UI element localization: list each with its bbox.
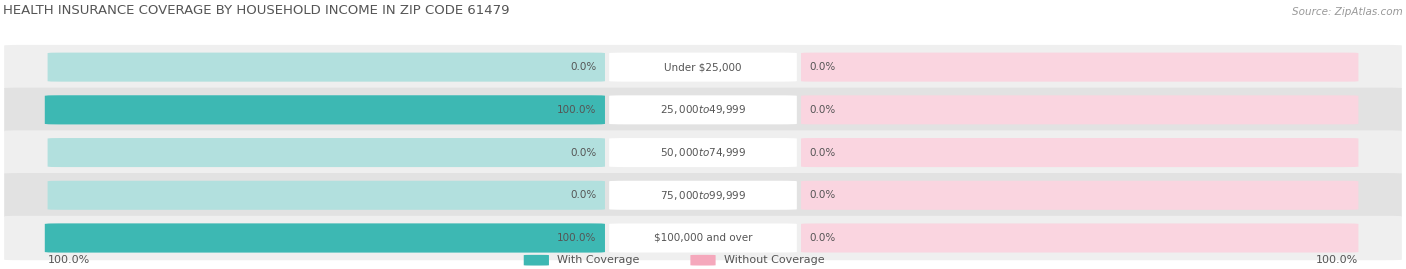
FancyBboxPatch shape — [4, 45, 1402, 89]
Text: 0.0%: 0.0% — [810, 105, 835, 115]
Text: Source: ZipAtlas.com: Source: ZipAtlas.com — [1292, 7, 1403, 17]
FancyBboxPatch shape — [801, 224, 1358, 253]
Text: 100.0%: 100.0% — [48, 255, 90, 265]
FancyBboxPatch shape — [801, 138, 1358, 167]
FancyBboxPatch shape — [4, 88, 1402, 132]
Text: 0.0%: 0.0% — [571, 190, 596, 200]
Text: Under $25,000: Under $25,000 — [664, 62, 742, 72]
FancyBboxPatch shape — [690, 255, 716, 266]
Text: 100.0%: 100.0% — [557, 105, 596, 115]
FancyBboxPatch shape — [4, 130, 1402, 175]
FancyBboxPatch shape — [609, 224, 797, 253]
FancyBboxPatch shape — [801, 95, 1358, 124]
FancyBboxPatch shape — [48, 95, 605, 124]
FancyBboxPatch shape — [801, 181, 1358, 210]
Text: HEALTH INSURANCE COVERAGE BY HOUSEHOLD INCOME IN ZIP CODE 61479: HEALTH INSURANCE COVERAGE BY HOUSEHOLD I… — [3, 4, 509, 17]
FancyBboxPatch shape — [45, 95, 605, 124]
FancyBboxPatch shape — [48, 138, 605, 167]
FancyBboxPatch shape — [4, 173, 1402, 217]
Text: Without Coverage: Without Coverage — [724, 255, 825, 265]
FancyBboxPatch shape — [45, 224, 605, 253]
Text: 100.0%: 100.0% — [557, 233, 596, 243]
Text: With Coverage: With Coverage — [557, 255, 640, 265]
Text: $50,000 to $74,999: $50,000 to $74,999 — [659, 146, 747, 159]
FancyBboxPatch shape — [48, 224, 605, 253]
Text: $75,000 to $99,999: $75,000 to $99,999 — [659, 189, 747, 202]
FancyBboxPatch shape — [801, 53, 1358, 82]
FancyBboxPatch shape — [609, 138, 797, 167]
FancyBboxPatch shape — [524, 255, 548, 266]
FancyBboxPatch shape — [48, 181, 605, 210]
FancyBboxPatch shape — [4, 216, 1402, 260]
Text: 0.0%: 0.0% — [810, 190, 835, 200]
FancyBboxPatch shape — [609, 53, 797, 82]
Text: 0.0%: 0.0% — [571, 148, 596, 158]
FancyBboxPatch shape — [48, 53, 605, 82]
Text: $25,000 to $49,999: $25,000 to $49,999 — [659, 103, 747, 116]
Text: 0.0%: 0.0% — [810, 62, 835, 72]
Text: 0.0%: 0.0% — [810, 148, 835, 158]
Text: 100.0%: 100.0% — [1316, 255, 1358, 265]
FancyBboxPatch shape — [609, 95, 797, 124]
Text: 0.0%: 0.0% — [810, 233, 835, 243]
Text: $100,000 and over: $100,000 and over — [654, 233, 752, 243]
Text: 0.0%: 0.0% — [571, 62, 596, 72]
FancyBboxPatch shape — [609, 181, 797, 210]
